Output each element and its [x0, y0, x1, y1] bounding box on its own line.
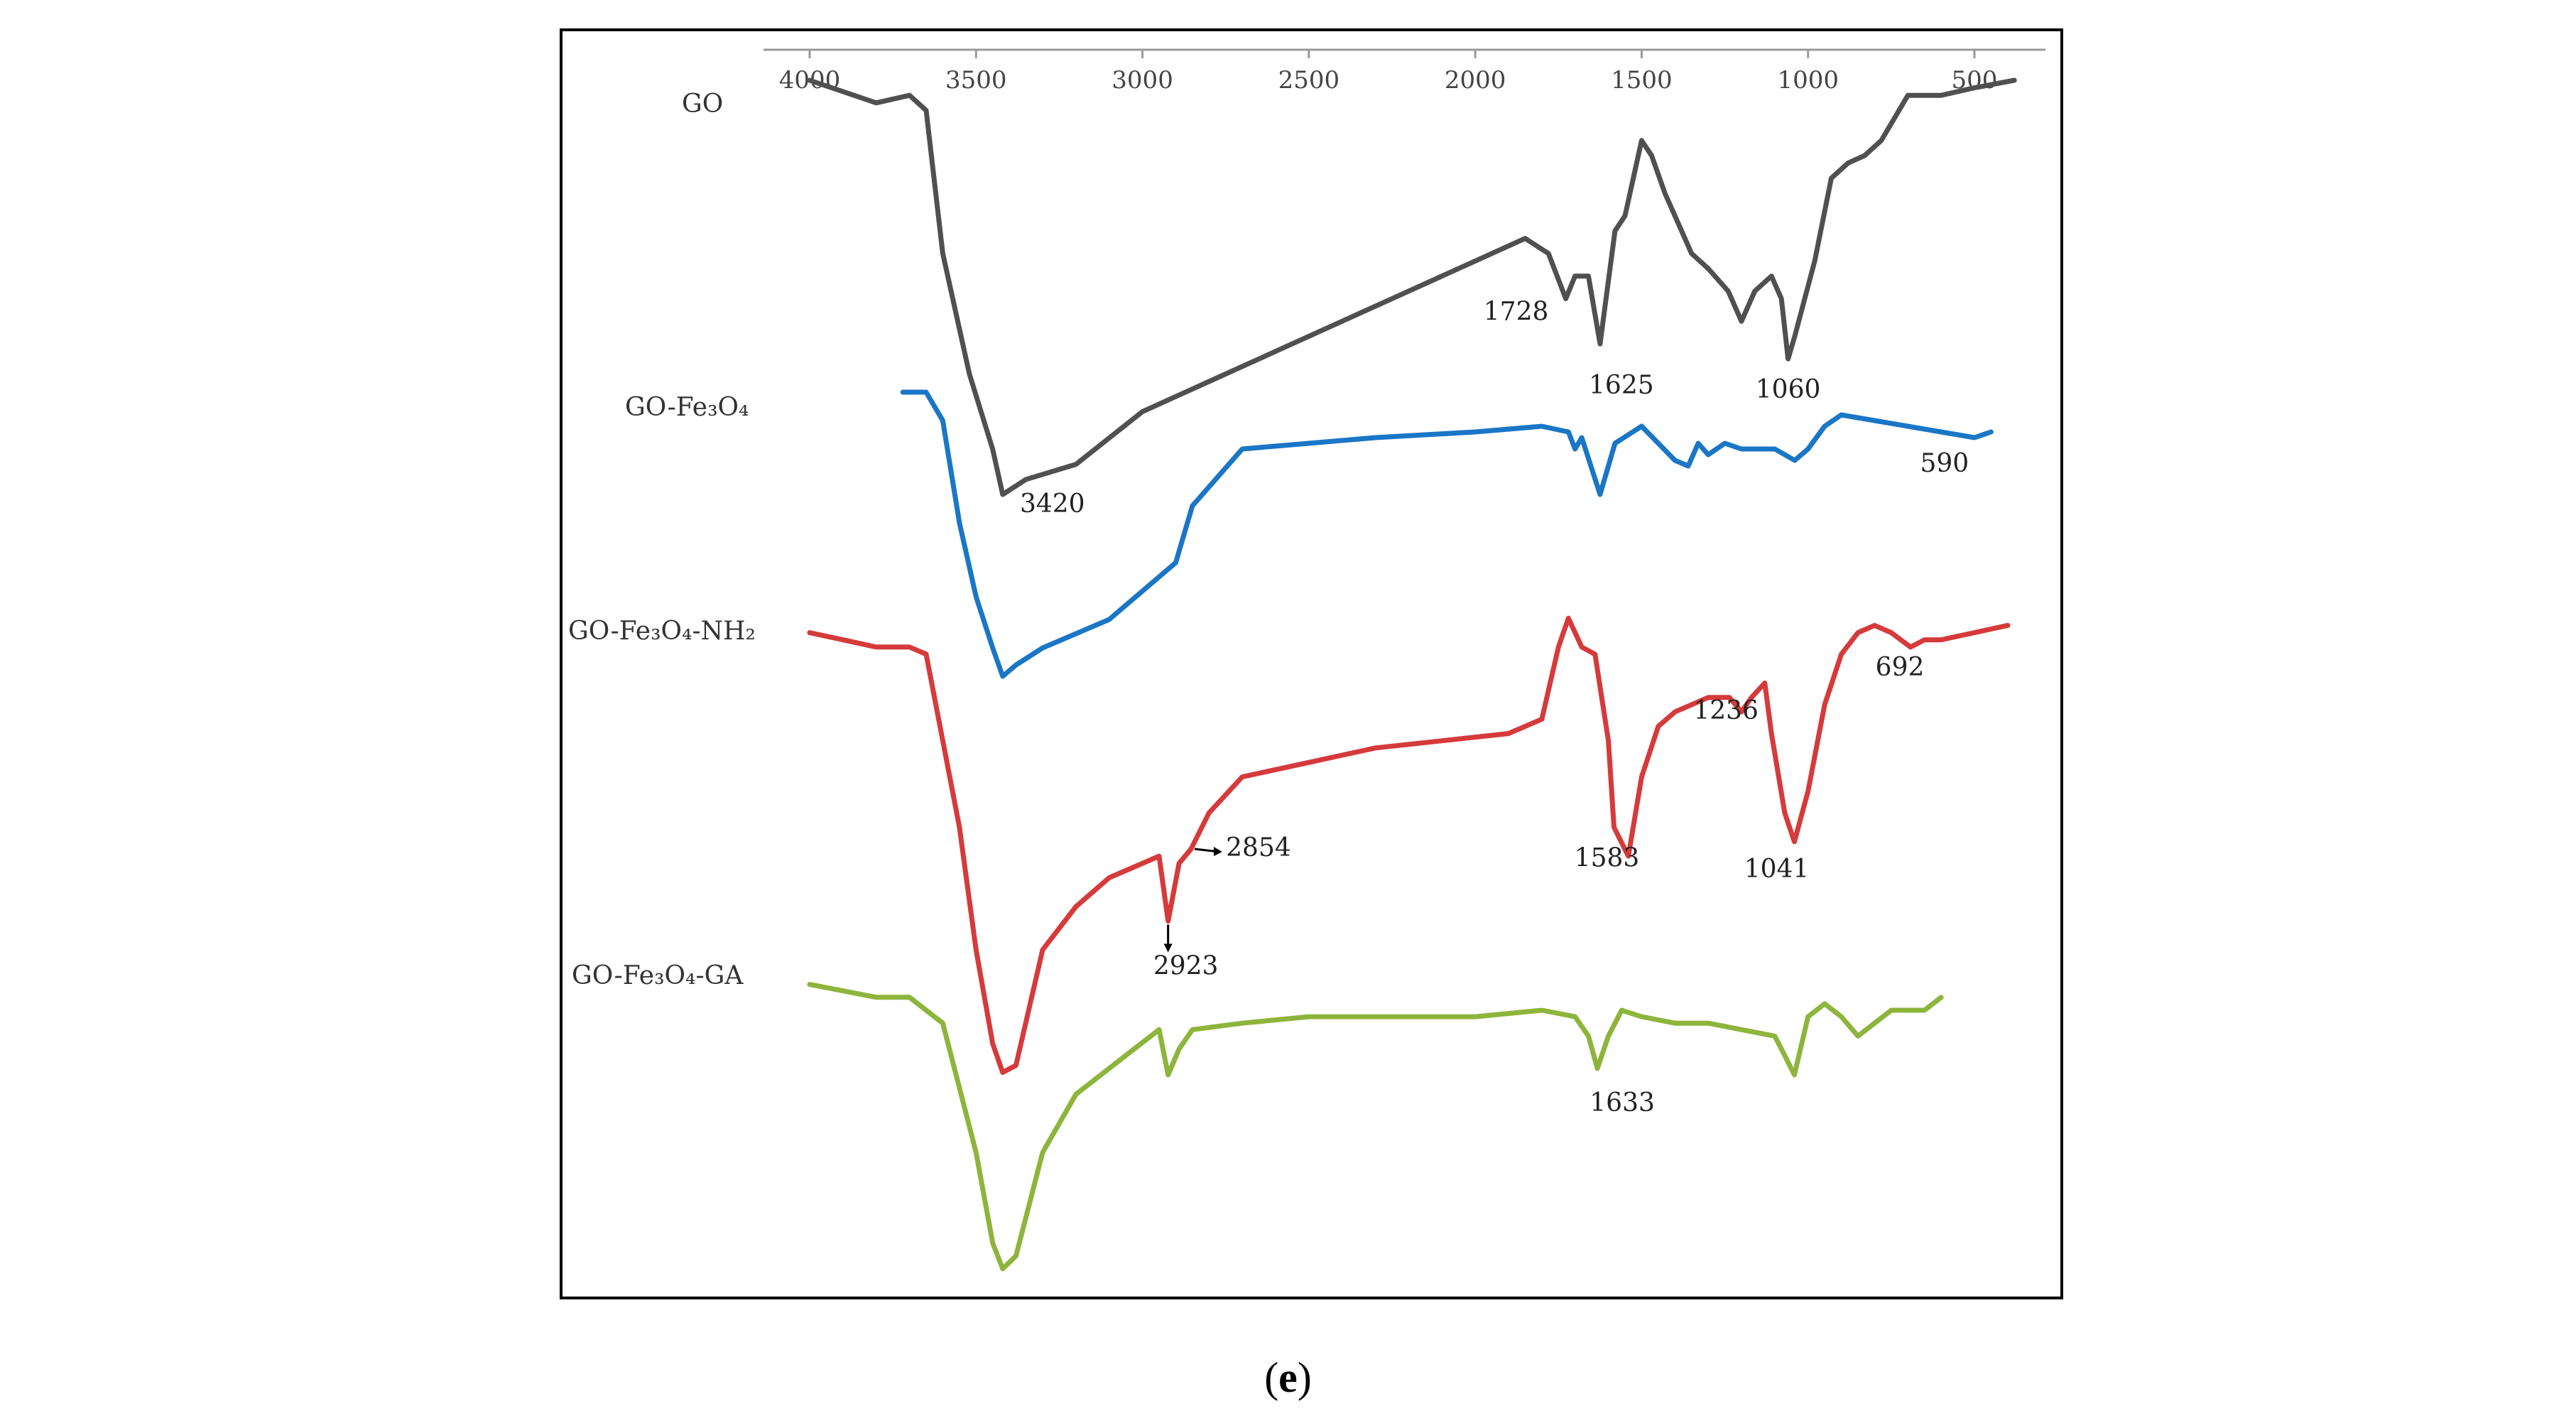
peak-label-1633: 1633: [1589, 1088, 1655, 1118]
caption-close: ): [1297, 1354, 1312, 1401]
chart-frame: [560, 28, 2063, 1299]
series-label-go-fe3o4-ga: GO-Fe₃O₄-GA: [572, 961, 744, 990]
peak-label-1041: 1041: [1744, 855, 1810, 884]
x-tick-label-1000: 1000: [1777, 66, 1839, 94]
peak-label-590: 590: [1920, 449, 1969, 478]
series-label-go-fe3o4-nh2: GO-Fe₃O₄-NH₂: [568, 617, 756, 646]
series-line-go-fe3o4-nh2: [807, 615, 2011, 1076]
arrowhead-2923: [1163, 943, 1173, 953]
peak-label-1583: 1583: [1575, 844, 1640, 873]
x-tick-label-2000: 2000: [1445, 66, 1506, 94]
x-tick-label-3000: 3000: [1112, 66, 1173, 94]
peak-label-3420: 3420: [1020, 489, 1085, 519]
series-line-go-fe3o4-ga: [807, 982, 1944, 1272]
x-tick-label-3500: 3500: [945, 66, 1007, 94]
figure-caption: (e): [0, 1353, 2576, 1402]
peak-label-1236: 1236: [1693, 696, 1759, 725]
series-label-go-fe3o4: GO-Fe₃O₄: [625, 393, 749, 422]
peak-label-2923: 2923: [1153, 951, 1219, 980]
peak-label-1625: 1625: [1589, 371, 1654, 400]
caption-open: (: [1264, 1354, 1279, 1401]
series-line-go: [807, 77, 2017, 497]
peak-label-1060: 1060: [1756, 375, 1821, 404]
peak-label-692: 692: [1876, 653, 1925, 682]
peak-label-2854: 2854: [1226, 833, 1291, 862]
series-label-go: GO: [682, 90, 723, 119]
peak-label-1728: 1728: [1484, 297, 1549, 326]
x-tick-label-1500: 1500: [1611, 66, 1673, 94]
series-line-go-fe3o4: [900, 389, 1994, 679]
caption-letter: e: [1278, 1354, 1298, 1401]
x-tick-label-2500: 2500: [1278, 66, 1340, 94]
arrowhead-2854: [1213, 846, 1222, 856]
